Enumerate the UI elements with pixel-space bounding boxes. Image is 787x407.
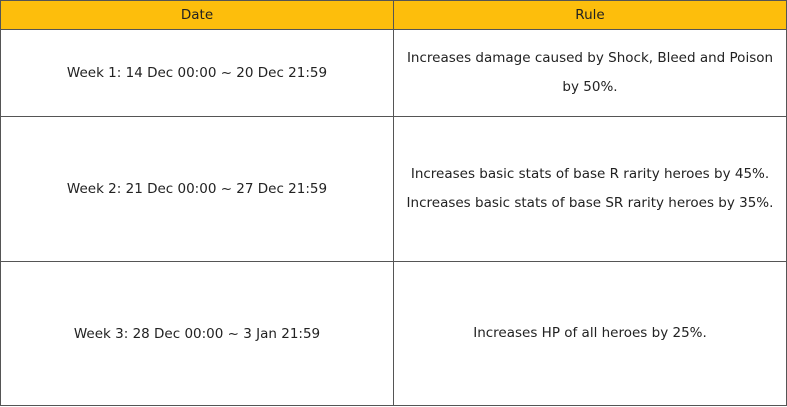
week-date-cell: Week 3: 28 Dec 00:00 ~ 3 Jan 21:59 bbox=[0, 261, 394, 406]
week-rule-cell: Increases damage caused by Shock, Bleed … bbox=[393, 29, 787, 117]
column-header-date: Date bbox=[0, 0, 394, 30]
rule-text: Increases damage caused by Shock, Bleed … bbox=[406, 50, 774, 95]
table-row: Week 3: 28 Dec 00:00 ~ 3 Jan 21:59 Incre… bbox=[0, 261, 787, 406]
column-header-rule: Rule bbox=[393, 0, 787, 30]
rule-text: Increases basic stats of base R rarity h… bbox=[410, 166, 770, 182]
week-rule-cell: Increases basic stats of base R rarity h… bbox=[393, 116, 787, 262]
table-row: Week 1: 14 Dec 00:00 ~ 20 Dec 21:59 Incr… bbox=[0, 29, 787, 117]
week-rule-cell: Increases HP of all heroes by 25%. bbox=[393, 261, 787, 406]
week-date-cell: Week 1: 14 Dec 00:00 ~ 20 Dec 21:59 bbox=[0, 29, 394, 117]
rule-text: Increases basic stats of base SR rarity … bbox=[406, 195, 774, 211]
rule-text: Increases HP of all heroes by 25%. bbox=[473, 325, 707, 341]
table-row: Week 2: 21 Dec 00:00 ~ 27 Dec 21:59 Incr… bbox=[0, 116, 787, 262]
week-date-cell: Week 2: 21 Dec 00:00 ~ 27 Dec 21:59 bbox=[0, 116, 394, 262]
table-header-row: Date Rule bbox=[0, 0, 787, 30]
